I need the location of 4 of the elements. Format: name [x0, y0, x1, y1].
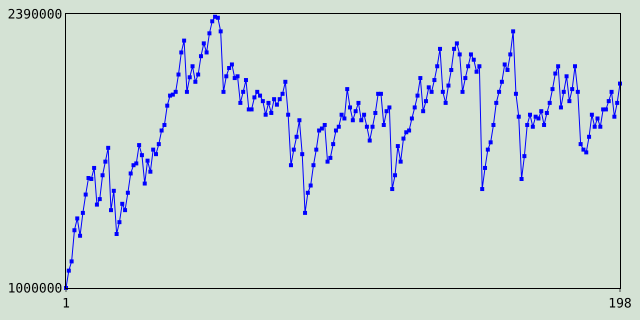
y-tick-label: 2390000 — [8, 8, 62, 23]
y-tick-label: 1000000 — [8, 282, 62, 297]
x-tick-label: 1 — [62, 296, 70, 312]
x-tick-label: 198 — [608, 296, 632, 312]
